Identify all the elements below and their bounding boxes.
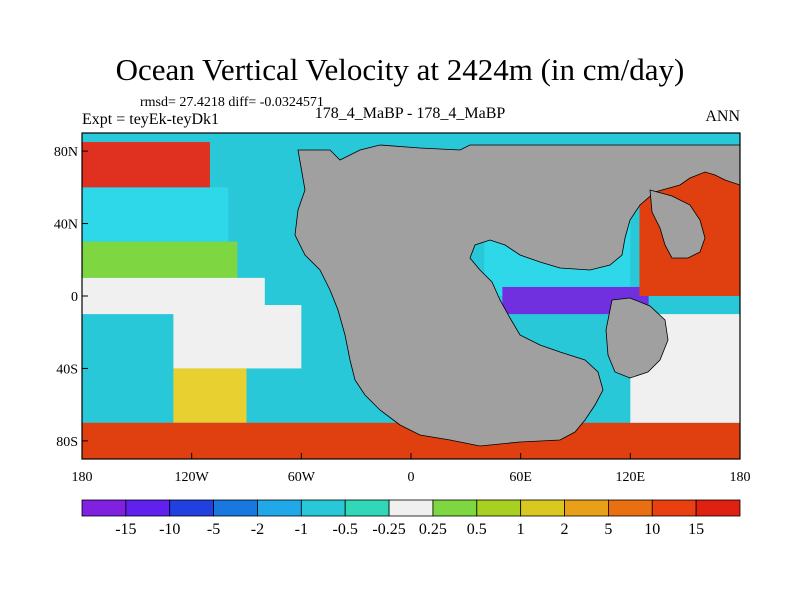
land-mass-southeast [605, 297, 669, 379]
colorbar-swatch [300, 499, 346, 517]
x-tick-label: 0 [408, 470, 415, 485]
season-label: ANN [705, 108, 740, 125]
colorbar-swatch [213, 499, 258, 517]
x-tick-label: 180 [730, 470, 751, 485]
colorbar-swatch [125, 499, 171, 517]
ocean-region-mid-pacific-green [82, 241, 238, 278]
land-mass-east [649, 189, 706, 259]
colorbar-label: 0.25 [419, 521, 447, 538]
colorbar-swatch [344, 499, 390, 517]
colorbar-swatch [81, 499, 127, 517]
colorbar-label: 10 [644, 521, 660, 538]
y-tick-label: 80S [56, 435, 78, 450]
map-title: Ocean Vertical Velocity at 2424m (in cm/… [115, 52, 685, 87]
colorbar-label: -0.25 [372, 521, 405, 538]
colorbar-label: 1 [517, 521, 525, 538]
colorbar-label: 5 [604, 521, 612, 538]
colorbar-swatch [695, 499, 741, 517]
ocean-region-subpolar-pacific [82, 142, 210, 188]
land-mask [294, 144, 740, 447]
x-axis: 180 120W 60W 0 60E 120E 180 [72, 453, 751, 485]
stats-label: rmsd= 27.4218 diff= -0.0324571 [140, 95, 324, 110]
y-tick-label: 0 [71, 290, 78, 305]
colorbar-swatch [476, 499, 522, 517]
x-tick-label: 180 [72, 470, 93, 485]
colorbar-swatch [169, 499, 215, 517]
colorbar-label: 0.5 [467, 521, 487, 538]
y-axis: 80N 40N 0 40S 80S [54, 145, 88, 450]
y-tick-label: 40S [56, 362, 78, 377]
x-tick-label: 60W [288, 470, 316, 485]
ocean-region-north-pacific-band [82, 187, 229, 242]
colorbar-swatch [388, 499, 434, 517]
colorbar-swatch [651, 499, 697, 517]
colorbar-swatch [257, 499, 302, 517]
x-tick-label: 120E [616, 470, 646, 485]
colorbar-swatch [608, 499, 653, 517]
colorbar-label: -5 [207, 521, 220, 538]
colorbar: -15 -10 -5 -2 -1 -0.5 -0.25 0.25 0.5 1 2 5 10 15 [81, 499, 741, 538]
colorbar-swatch [432, 499, 478, 517]
colorbar-label: -2 [251, 521, 264, 538]
colorbar-swatch [520, 499, 565, 517]
x-tick-label: 60E [509, 470, 532, 485]
period-label: 178_4_MaBP - 178_4_MaBP [314, 105, 506, 122]
x-tick-label: 120W [175, 470, 210, 485]
land-mass-west [294, 144, 740, 447]
colorbar-label: 2 [561, 521, 569, 538]
colorbar-swatch [564, 499, 609, 517]
experiment-label: Expt = teyEk-teyDk1 [82, 111, 219, 128]
colorbar-label: -0.5 [333, 521, 358, 538]
y-tick-label: 80N [54, 145, 78, 160]
y-tick-label: 40N [54, 218, 78, 233]
colorbar-label: 15 [688, 521, 704, 538]
colorbar-label: -15 [115, 521, 136, 538]
ocean-region-south-pacific-yellow [173, 368, 247, 423]
ocean-region-south-pacific-white [173, 305, 302, 369]
colorbar-label: -10 [159, 521, 180, 538]
colorbar-label: -1 [295, 521, 308, 538]
